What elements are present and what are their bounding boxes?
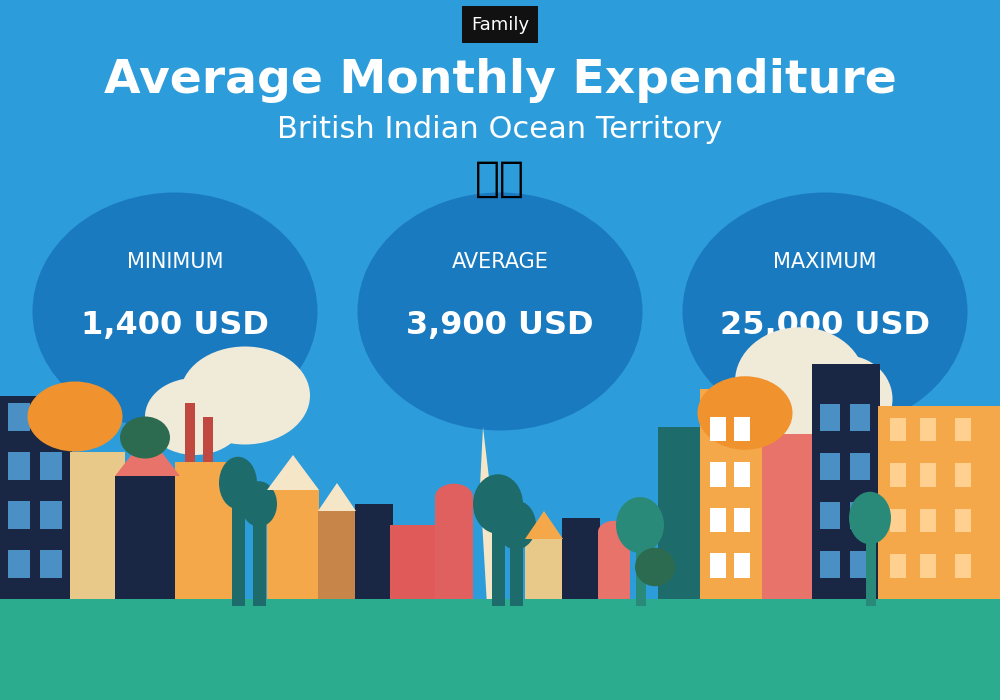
Bar — [700, 389, 765, 606]
Ellipse shape — [698, 377, 792, 450]
Ellipse shape — [496, 500, 536, 550]
Bar — [820, 404, 840, 430]
Bar — [850, 551, 870, 577]
Bar — [636, 525, 646, 606]
Polygon shape — [480, 427, 496, 606]
Bar — [8, 550, 30, 578]
Bar — [955, 463, 971, 486]
Bar — [40, 500, 62, 528]
Bar — [890, 509, 906, 532]
Bar — [762, 434, 817, 606]
Bar — [318, 511, 356, 606]
Bar — [850, 453, 870, 480]
Polygon shape — [267, 455, 319, 490]
Text: MAXIMUM: MAXIMUM — [773, 253, 877, 272]
Bar — [492, 511, 505, 606]
Bar — [175, 462, 240, 606]
Text: Family: Family — [471, 15, 529, 34]
Bar — [8, 500, 30, 528]
Bar — [812, 364, 880, 606]
Bar — [850, 404, 870, 430]
Ellipse shape — [145, 378, 245, 455]
Bar — [734, 553, 750, 578]
Bar — [850, 502, 870, 528]
Text: MINIMUM: MINIMUM — [127, 253, 223, 272]
Bar — [8, 402, 30, 430]
Ellipse shape — [120, 416, 170, 459]
Ellipse shape — [798, 356, 893, 443]
Text: British Indian Ocean Territory: British Indian Ocean Territory — [277, 115, 723, 144]
Bar — [185, 402, 195, 462]
Bar — [40, 402, 62, 430]
Bar — [598, 532, 630, 606]
Ellipse shape — [473, 475, 523, 533]
Bar — [510, 532, 523, 606]
Bar — [890, 463, 906, 486]
Bar — [253, 511, 266, 606]
Bar — [734, 462, 750, 486]
Bar — [955, 418, 971, 441]
Bar — [920, 418, 936, 441]
Bar — [70, 452, 125, 606]
Bar — [203, 416, 213, 462]
Bar — [866, 518, 876, 606]
Ellipse shape — [219, 457, 257, 510]
Bar — [658, 427, 706, 606]
Text: 25,000 USD: 25,000 USD — [720, 310, 930, 341]
Bar — [0, 598, 1000, 700]
Ellipse shape — [682, 193, 968, 430]
Bar — [710, 462, 726, 486]
Bar — [390, 525, 438, 606]
Bar — [920, 554, 936, 577]
Ellipse shape — [435, 484, 473, 510]
Polygon shape — [115, 434, 180, 476]
Text: 🇮🇴: 🇮🇴 — [475, 158, 525, 199]
Bar — [267, 490, 319, 606]
Text: 1,400 USD: 1,400 USD — [81, 310, 269, 341]
Polygon shape — [318, 483, 356, 511]
Bar — [710, 553, 726, 578]
Bar — [955, 554, 971, 577]
Bar — [40, 550, 62, 578]
Bar — [710, 416, 726, 441]
Bar — [562, 518, 600, 606]
Bar — [820, 502, 840, 528]
Polygon shape — [525, 511, 563, 539]
Bar — [920, 509, 936, 532]
Text: AVERAGE: AVERAGE — [452, 253, 548, 272]
Bar — [435, 497, 473, 606]
Ellipse shape — [635, 547, 675, 587]
Text: Average Monthly Expenditure: Average Monthly Expenditure — [104, 58, 896, 103]
Bar — [734, 416, 750, 441]
Bar — [8, 452, 30, 480]
Bar — [820, 453, 840, 480]
Bar — [115, 476, 180, 606]
Ellipse shape — [598, 521, 630, 543]
Bar — [0, 395, 72, 606]
Bar — [232, 490, 245, 606]
Bar — [355, 504, 393, 606]
Bar — [525, 539, 563, 606]
Ellipse shape — [32, 193, 318, 430]
Ellipse shape — [180, 346, 310, 444]
Bar — [40, 452, 62, 480]
Text: 3,900 USD: 3,900 USD — [406, 310, 594, 341]
Bar — [710, 508, 726, 532]
Ellipse shape — [616, 497, 664, 553]
Bar — [878, 406, 1000, 606]
Bar — [820, 551, 840, 577]
Ellipse shape — [358, 193, 642, 430]
Ellipse shape — [28, 382, 122, 452]
Bar — [890, 554, 906, 577]
Bar — [920, 463, 936, 486]
Bar — [734, 508, 750, 532]
Ellipse shape — [849, 491, 891, 545]
Bar — [890, 418, 906, 441]
Bar — [955, 509, 971, 532]
Ellipse shape — [241, 482, 277, 526]
Ellipse shape — [735, 328, 865, 435]
